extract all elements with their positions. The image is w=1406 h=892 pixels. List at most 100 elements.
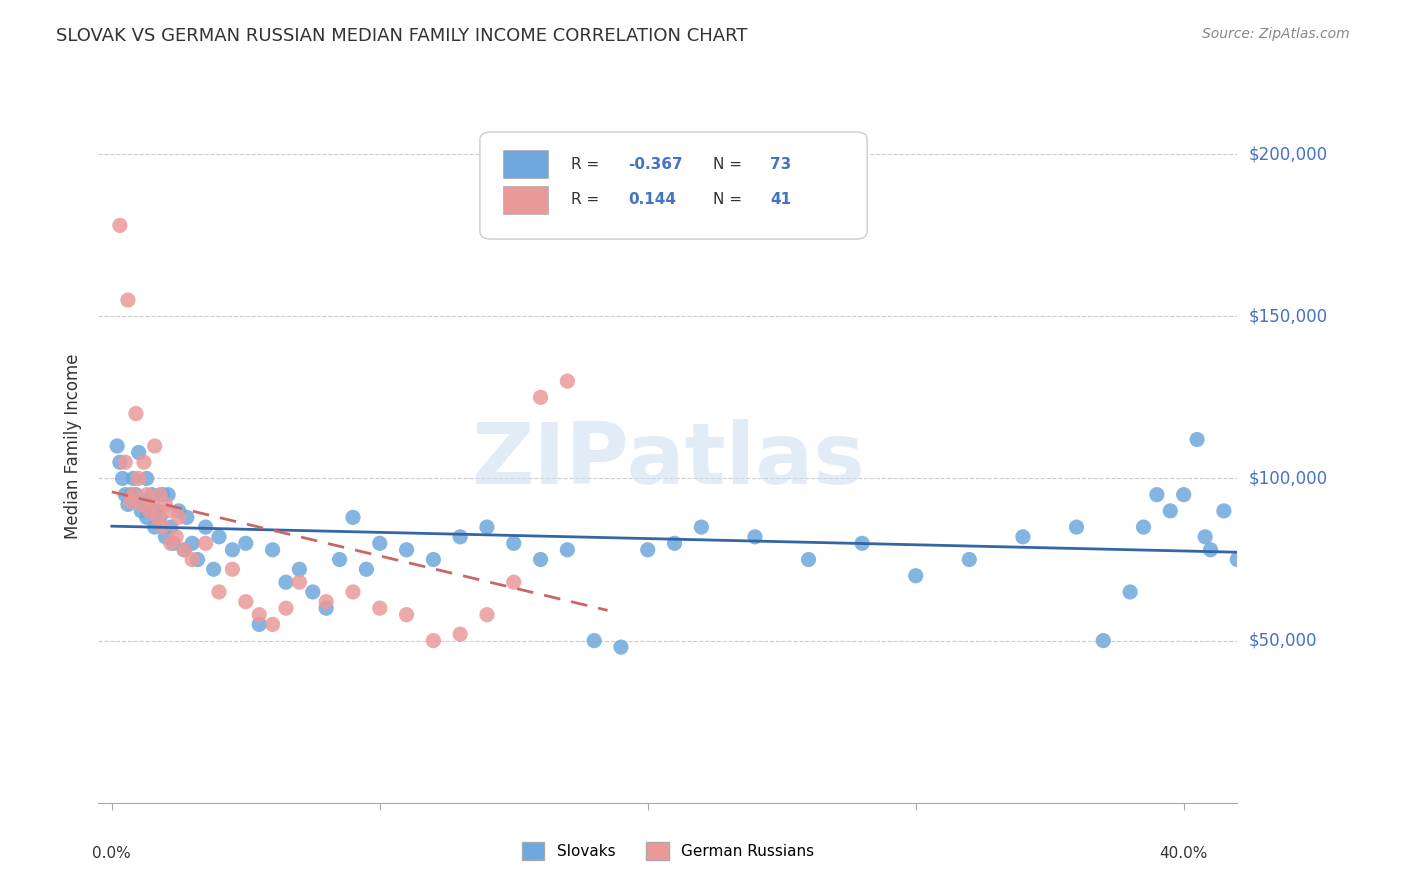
Point	[143, 520, 166, 534]
Point	[274, 601, 297, 615]
Point	[194, 520, 217, 534]
Text: 40.0%: 40.0%	[1160, 846, 1208, 861]
FancyBboxPatch shape	[479, 132, 868, 239]
Point	[152, 520, 174, 534]
Point	[274, 575, 297, 590]
Point	[422, 633, 444, 648]
Point	[957, 552, 980, 566]
Point	[114, 455, 136, 469]
Point	[502, 536, 524, 550]
Point	[155, 530, 177, 544]
Text: R =: R =	[571, 157, 605, 171]
Point	[181, 552, 204, 566]
Point	[159, 536, 181, 550]
Text: $100,000: $100,000	[1249, 469, 1327, 487]
Point	[128, 471, 150, 485]
Point	[125, 407, 148, 421]
Point	[146, 510, 169, 524]
Text: 41: 41	[770, 193, 792, 207]
Point	[173, 542, 195, 557]
Point	[690, 520, 713, 534]
Point	[167, 510, 190, 524]
Point	[187, 552, 209, 566]
Point	[135, 488, 157, 502]
Point	[122, 488, 145, 502]
Point	[135, 471, 157, 485]
Point	[135, 510, 157, 524]
Point	[114, 488, 136, 502]
Bar	[503, 150, 548, 178]
Point	[155, 497, 177, 511]
Point	[122, 471, 145, 485]
Point	[141, 488, 163, 502]
Text: $50,000: $50,000	[1249, 632, 1317, 649]
Point	[235, 536, 257, 550]
Point	[422, 552, 444, 566]
Point	[146, 504, 169, 518]
Point	[208, 530, 231, 544]
Text: $200,000: $200,000	[1249, 145, 1327, 163]
Point	[176, 510, 198, 524]
Point	[664, 536, 686, 550]
Point	[368, 601, 391, 615]
Point	[129, 497, 152, 511]
Point	[1199, 542, 1222, 557]
Point	[157, 488, 180, 502]
Point	[315, 595, 337, 609]
Point	[1119, 585, 1142, 599]
Point	[111, 471, 134, 485]
Point	[138, 504, 160, 518]
Point	[165, 530, 187, 544]
Point	[141, 497, 163, 511]
Point	[159, 520, 181, 534]
Point	[1132, 520, 1154, 534]
Point	[181, 536, 204, 550]
Text: $150,000: $150,000	[1249, 307, 1327, 326]
Bar	[503, 186, 548, 214]
Point	[288, 562, 311, 576]
Point	[744, 530, 766, 544]
Point	[208, 585, 231, 599]
Text: SLOVAK VS GERMAN RUSSIAN MEDIAN FAMILY INCOME CORRELATION CHART: SLOVAK VS GERMAN RUSSIAN MEDIAN FAMILY I…	[56, 27, 748, 45]
Point	[329, 552, 352, 566]
Point	[449, 530, 471, 544]
Point	[502, 575, 524, 590]
Point	[475, 520, 498, 534]
Point	[202, 562, 225, 576]
Point	[235, 595, 257, 609]
Point	[395, 607, 418, 622]
Point	[120, 494, 142, 508]
Point	[637, 542, 659, 557]
Point	[117, 293, 139, 307]
Point	[1194, 530, 1216, 544]
Point	[1173, 488, 1195, 502]
Text: 0.144: 0.144	[628, 193, 676, 207]
Point	[247, 607, 270, 622]
Point	[475, 607, 498, 622]
Point	[132, 494, 155, 508]
Point	[120, 488, 142, 502]
Point	[395, 542, 418, 557]
Point	[557, 542, 579, 557]
Point	[1092, 633, 1115, 648]
Point	[108, 219, 131, 233]
Point	[162, 536, 184, 550]
Text: N =: N =	[713, 157, 747, 171]
Point	[117, 497, 139, 511]
Text: Source: ZipAtlas.com: Source: ZipAtlas.com	[1202, 27, 1350, 41]
Point	[1159, 504, 1181, 518]
Point	[529, 552, 551, 566]
Point	[1212, 504, 1234, 518]
Text: ZIPatlas: ZIPatlas	[471, 418, 865, 502]
Point	[610, 640, 633, 654]
Point	[247, 617, 270, 632]
Point	[157, 504, 180, 518]
Point	[342, 510, 364, 524]
Point	[152, 488, 174, 502]
Point	[1146, 488, 1168, 502]
Point	[262, 542, 284, 557]
Point	[557, 374, 579, 388]
Point	[583, 633, 606, 648]
Point	[143, 439, 166, 453]
Text: N =: N =	[713, 193, 747, 207]
